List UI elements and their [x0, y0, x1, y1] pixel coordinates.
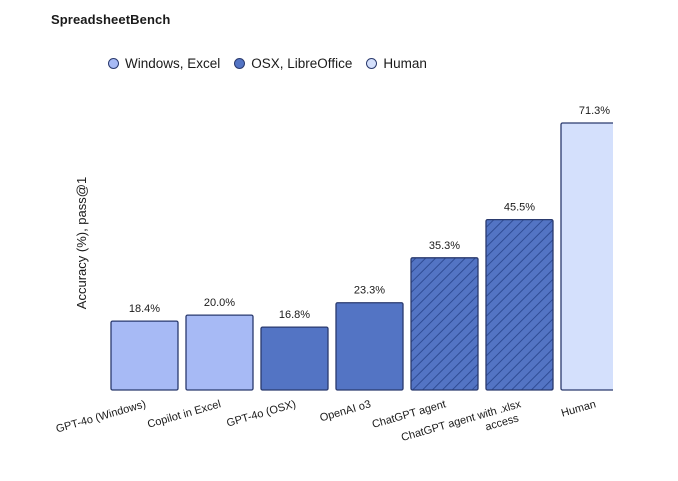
legend-entry-human: Human: [366, 56, 427, 71]
legend-swatch-windows-excel: [108, 58, 119, 69]
x-tick-label-0: GPT-4o (Windows): [55, 398, 148, 435]
bars-group: [110, 122, 613, 391]
value-label-1: 20.0%: [204, 297, 235, 309]
value-label-3: 23.3%: [354, 285, 385, 297]
x-tick-label-3-line-0: OpenAI o3: [318, 398, 372, 424]
x-tick-label-6: Human: [560, 398, 597, 419]
legend-label-human: Human: [383, 56, 427, 71]
legend-label-windows-excel: Windows, Excel: [125, 56, 221, 71]
x-tick-label-3: OpenAI o3: [318, 398, 372, 424]
value-label-0: 18.4%: [129, 303, 160, 315]
bar-6: [560, 122, 613, 391]
bar-0: [110, 320, 179, 391]
legend-swatch-human: [366, 58, 378, 69]
legend: Windows, Excel OSX, LibreOffice Human: [108, 56, 441, 71]
value-label-6: 71.3%: [579, 105, 610, 117]
legend-entry-osx-libreoffice: OSX, LibreOffice: [234, 56, 352, 71]
x-tick-label-0-line-0: GPT-4o (Windows): [55, 398, 148, 435]
legend-entry-windows-excel: Windows, Excel: [108, 56, 220, 71]
y-axis-label: Accuracy (%), pass@1: [74, 177, 89, 309]
legend-swatch-osx-libreoffice: [234, 58, 246, 69]
x-tick-label-2-line-0: GPT-4o (OSX): [225, 398, 297, 429]
bar-1: [185, 314, 254, 391]
value-label-4: 35.3%: [429, 240, 460, 252]
x-tick-labels-group: GPT-4o (Windows)Copilot in Excel GPT-4o (…: [55, 398, 598, 444]
bar-2: [260, 326, 329, 391]
legend-label-osx-libreoffice: OSX, LibreOffice: [251, 56, 353, 71]
x-tick-label-6-line-0: Human: [560, 398, 597, 419]
x-tick-label-1: Copilot in Excel: [146, 398, 222, 430]
x-tick-label-1-line-0: Copilot in Excel: [146, 398, 222, 430]
x-tick-label-2: GPT-4o (OSX): [225, 398, 297, 429]
value-label-2: 16.8%: [279, 309, 310, 321]
chart-title: SpreadsheetBench: [51, 12, 171, 27]
value-label-5: 45.5%: [504, 202, 535, 214]
value-labels-group: 18.4% 20.0% 16.8% 23.3% 35.3% 45.5% 71.3%: [129, 105, 610, 321]
bar-3: [335, 302, 404, 391]
bar-4: [410, 257, 479, 391]
bar-5: [485, 218, 554, 391]
